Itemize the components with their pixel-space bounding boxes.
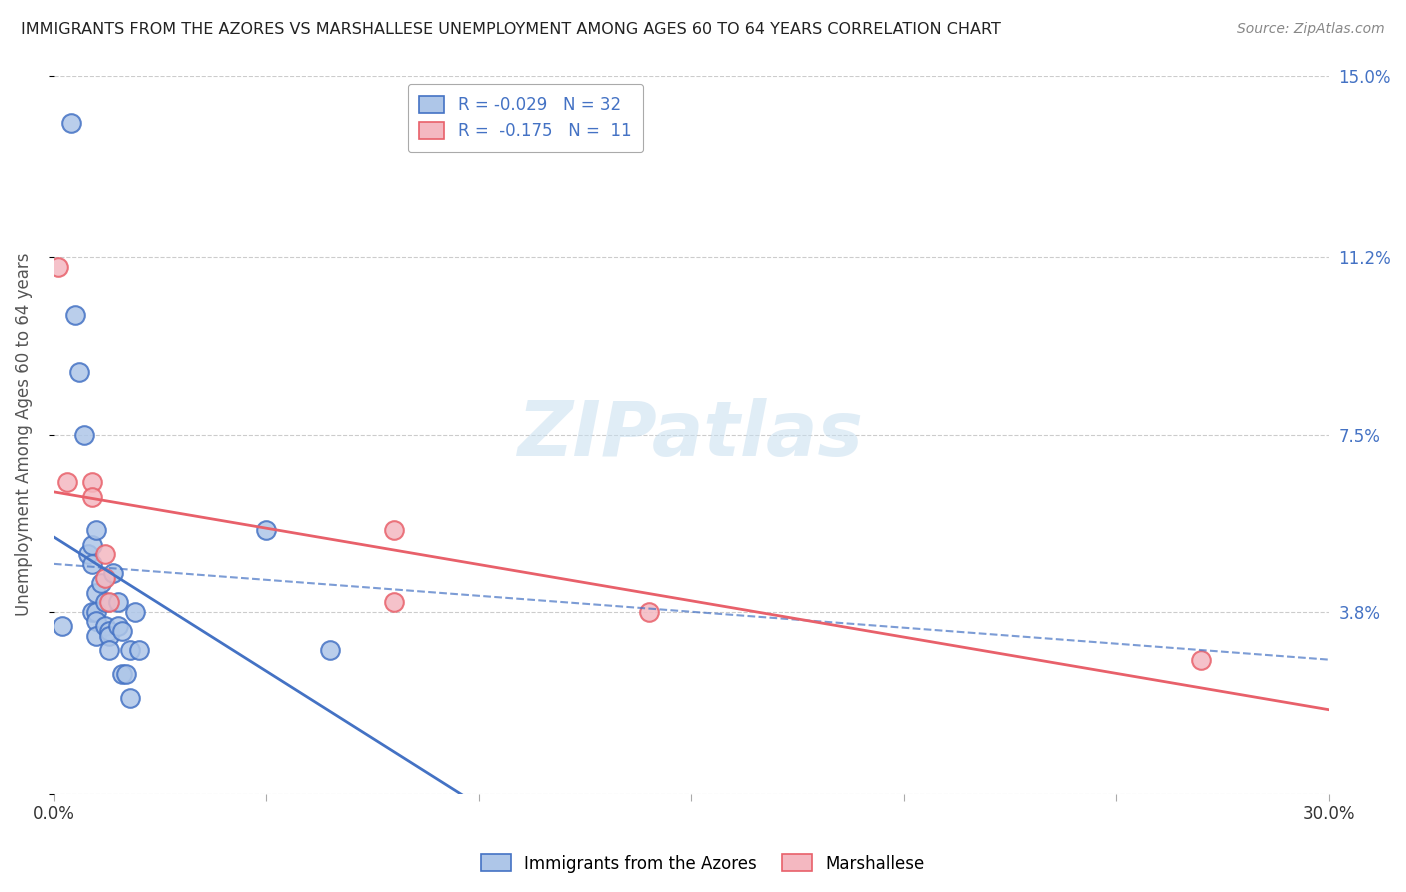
Point [80, 490, 103, 504]
Text: ZIPatlas: ZIPatlas [519, 398, 865, 472]
Point [51, 619, 73, 633]
Point [80, 605, 103, 619]
Point [86, 524, 108, 538]
Point [103, 566, 125, 581]
Y-axis label: Unemployment Among Ages 60 to 64 years: Unemployment Among Ages 60 to 64 years [15, 252, 32, 616]
Point [94, 619, 117, 633]
Point [59, 116, 82, 130]
Point [111, 624, 134, 638]
Legend: R = -0.029   N = 32, R =  -0.175   N =  11: R = -0.029 N = 32, R = -0.175 N = 11 [408, 84, 643, 152]
Point [98, 595, 121, 609]
Point [111, 667, 134, 681]
Point [80, 538, 103, 552]
Point [86, 585, 108, 599]
Point [94, 571, 117, 585]
Point [98, 624, 121, 638]
Point [382, 524, 405, 538]
Point [67, 365, 90, 379]
Point [46, 260, 69, 274]
Point [90, 576, 112, 591]
Point [98, 629, 121, 643]
Point [72, 427, 94, 442]
Point [128, 643, 150, 657]
Point [98, 643, 121, 657]
Point [86, 629, 108, 643]
Point [63, 308, 86, 322]
Point [120, 643, 142, 657]
Point [94, 595, 117, 609]
Point [80, 557, 103, 571]
Point [637, 605, 659, 619]
Point [76, 547, 98, 561]
Point [94, 547, 117, 561]
Legend: Immigrants from the Azores, Marshallese: Immigrants from the Azores, Marshallese [474, 847, 932, 880]
Point [80, 475, 103, 490]
Point [86, 605, 108, 619]
Point [107, 595, 129, 609]
Point [1189, 652, 1212, 666]
Text: Source: ZipAtlas.com: Source: ZipAtlas.com [1237, 22, 1385, 37]
Point [254, 524, 277, 538]
Point [319, 643, 342, 657]
Point [115, 667, 138, 681]
Text: IMMIGRANTS FROM THE AZORES VS MARSHALLESE UNEMPLOYMENT AMONG AGES 60 TO 64 YEARS: IMMIGRANTS FROM THE AZORES VS MARSHALLES… [21, 22, 1001, 37]
Point [55, 475, 77, 490]
Point [107, 619, 129, 633]
Point [124, 605, 146, 619]
Point [382, 595, 405, 609]
Point [86, 615, 108, 629]
Point [120, 690, 142, 705]
